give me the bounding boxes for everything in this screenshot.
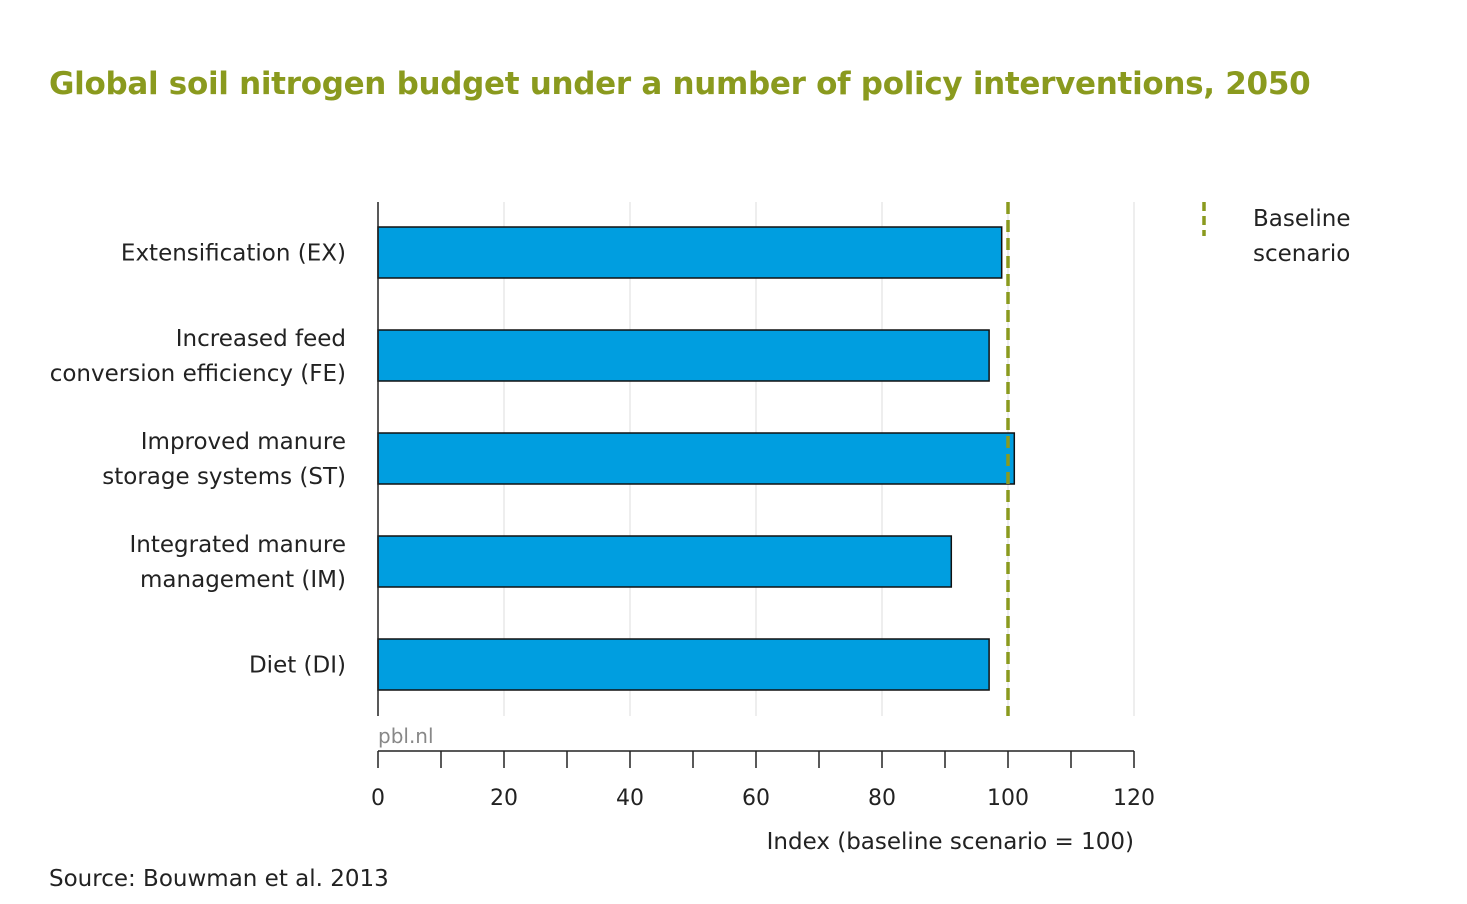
legend-label-line1: Baseline [1253,206,1351,232]
x-axis: 0 20 40 60 80 100 120 [371,750,1155,811]
category-label: management (IM) [140,567,346,593]
legend: Baseline scenario [1202,202,1351,267]
category-label: conversion efficiency (FE) [50,361,346,387]
x-tick-label: 60 [742,786,770,811]
legend-label-line2: scenario [1253,241,1350,267]
x-axis-title: Index (baseline scenario = 100) [767,829,1134,855]
x-tick-label: 0 [371,786,385,811]
category-label: storage systems (ST) [102,464,346,490]
category-label: Increased feed [176,326,346,352]
watermark: pbl.nl [378,724,434,748]
bar [377,329,990,382]
x-tick-label: 120 [1113,786,1155,811]
source-note: Source: Bouwman et al. 2013 [49,866,389,892]
category-label: Extensification (EX) [121,241,346,267]
x-tick-label: 40 [616,786,644,811]
category-label: Diet (DI) [249,653,346,679]
bar [377,226,1003,279]
bar [377,432,1016,485]
chart-title: Global soil nitrogen budget under a numb… [49,66,1311,102]
bars [377,226,1016,691]
category-labels: Extensification (EX) Increased feed conver… [50,241,346,679]
bar [377,535,953,588]
x-tick-label: 100 [987,786,1029,811]
bar [377,638,990,691]
x-tick-label: 20 [490,786,518,811]
x-tick-label: 80 [868,786,896,811]
category-label: Integrated manure [129,532,346,558]
category-label: Improved manure [141,429,346,455]
